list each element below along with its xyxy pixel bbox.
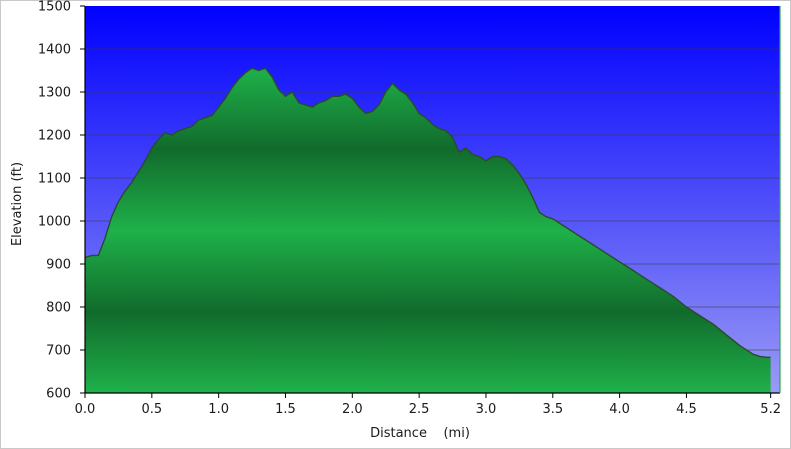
y-axis-ticks: 600 700 800 900 1000 1100 1200 1300 1400 1500 (38, 0, 85, 402)
x-tick-label: 4.5 (676, 402, 697, 417)
x-tick-label: 5.2 (760, 402, 781, 417)
y-tick-label: 1000 (38, 215, 71, 230)
x-axis-title: Distance (mi) (370, 426, 470, 441)
y-tick-label: 600 (46, 387, 71, 402)
x-tick-label: 0.0 (75, 402, 96, 417)
y-tick-label: 900 (46, 258, 71, 273)
x-tick-label: 2.5 (409, 402, 430, 417)
y-tick-label: 1200 (38, 129, 71, 144)
elevation-area (85, 68, 771, 393)
x-tick-label: 3.0 (476, 402, 497, 417)
elevation-line (85, 67, 771, 358)
y-axis-title: Elevation (ft) (10, 162, 25, 246)
x-tick-label: 4.0 (609, 402, 630, 417)
x-tick-label: 1.5 (275, 402, 296, 417)
x-tick-label: 3.5 (542, 402, 563, 417)
y-tick-label: 1500 (38, 0, 71, 15)
x-tick-label: 0.5 (141, 402, 162, 417)
y-tick-label: 1400 (38, 43, 71, 58)
y-tick-label: 1100 (38, 172, 71, 187)
y-tick-label: 800 (46, 301, 71, 316)
x-tick-label: 2.0 (342, 402, 363, 417)
y-tick-label: 700 (46, 344, 71, 359)
y-tick-label: 1300 (38, 86, 71, 101)
x-tick-label: 1.0 (208, 402, 229, 417)
x-axis-ticks: 0.0 0.5 1.0 1.5 2.0 2.5 3.0 3.5 4.0 4.5 5.2 (75, 393, 781, 417)
